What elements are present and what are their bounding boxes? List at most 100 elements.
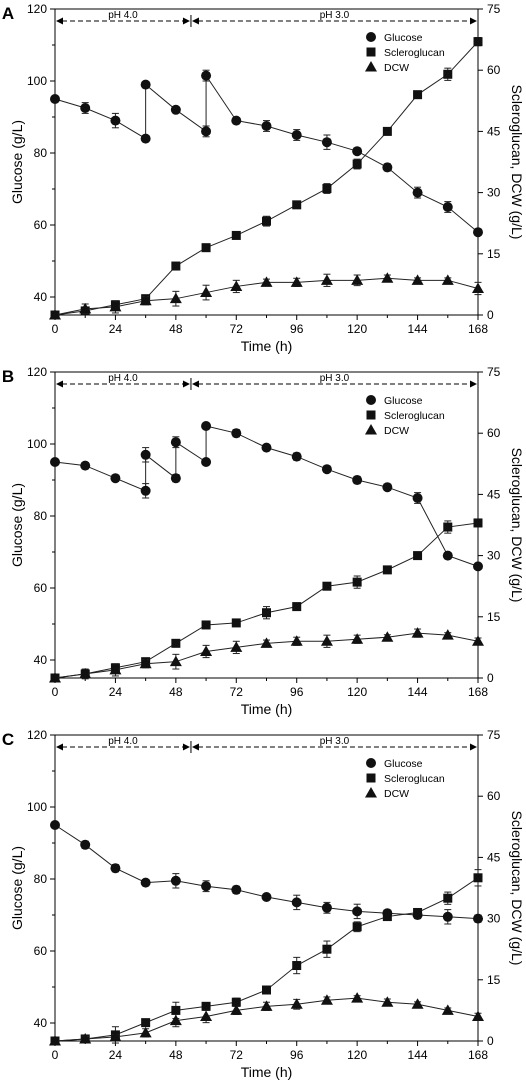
y-left-tick-label: 100 [27, 437, 47, 451]
data-point [80, 460, 91, 471]
data-point [171, 1005, 181, 1015]
data-point [169, 655, 182, 667]
data-point [412, 493, 423, 503]
data-point [170, 875, 181, 886]
x-tick-label: 0 [52, 322, 59, 336]
data-point [441, 274, 454, 285]
x-tick-label: 0 [52, 685, 59, 699]
data-point [473, 873, 483, 883]
data-point [473, 561, 483, 572]
data-point [110, 115, 121, 126]
chart-panel-b: B 0 24 48 72 96 120 144 168 40 60 80 100 120 0 15 30 45 60… [2, 365, 525, 717]
data-point [322, 581, 332, 591]
series-scleroglucan [50, 518, 483, 683]
data-point [320, 635, 333, 646]
y-right-tick-label: 0 [487, 1034, 494, 1048]
data-point [109, 1030, 122, 1042]
data-point [352, 922, 362, 932]
legend-dcw-marker-icon [365, 424, 377, 435]
x-tick-label: 168 [468, 685, 488, 699]
data-point [352, 475, 363, 485]
data-point [352, 906, 363, 917]
x-tick-label: 144 [408, 1048, 428, 1062]
arrowhead-left-icon [191, 17, 199, 25]
data-point [231, 618, 241, 628]
data-point [292, 602, 302, 612]
y-right-tick-label: 75 [487, 2, 501, 16]
legend-label: Glucose [384, 395, 423, 407]
y-right-tick-label: 75 [487, 365, 501, 379]
y-left-tick-label: 40 [34, 653, 48, 667]
y-right-tick-label: 15 [487, 610, 501, 624]
legend-dcw-marker-icon [365, 61, 377, 72]
data-point [382, 482, 393, 493]
legend-label: DCW [384, 788, 409, 800]
series-glucose [50, 421, 483, 572]
y-right-tick-label: 0 [487, 308, 494, 322]
data-point [260, 1000, 273, 1011]
data-point [262, 608, 271, 618]
y-right-axis-label: Scleroglucan, DCW (g/L) [509, 85, 525, 240]
y-left-tick-label: 100 [27, 800, 47, 814]
legend-scleroglucan-marker-icon [366, 773, 376, 783]
data-point [351, 633, 364, 644]
legend-label: Scleroglucan [384, 47, 445, 59]
y-right-tick-label: 60 [487, 789, 501, 803]
y-right-tick-label: 75 [487, 728, 501, 742]
data-point [320, 274, 333, 285]
data-point [50, 820, 60, 830]
arrowhead-left-icon [191, 380, 199, 388]
y-left-tick-label: 120 [27, 2, 47, 16]
x-tick-label: 96 [290, 1048, 304, 1062]
data-point [80, 839, 91, 850]
arrowhead-right-icon [470, 17, 477, 25]
data-point [473, 518, 483, 528]
data-point [231, 428, 242, 439]
series-line [54, 98, 146, 140]
data-point [262, 216, 271, 226]
y-right-tick-label: 30 [487, 912, 501, 926]
arrowhead-left-icon [191, 743, 199, 751]
y-left-axis-label: Glucose (g/L) [9, 846, 25, 930]
data-point [171, 638, 181, 648]
series-line [54, 522, 479, 679]
data-point [290, 998, 303, 1009]
data-point [201, 243, 211, 253]
y-left-tick-label: 120 [27, 365, 47, 379]
data-point [352, 159, 362, 169]
data-point [411, 998, 424, 1009]
arrowhead-right-icon [470, 743, 477, 751]
data-point [140, 877, 151, 888]
legend-glucose-marker-icon [366, 758, 376, 768]
data-point [413, 907, 423, 917]
x-tick-label: 120 [347, 322, 367, 336]
data-point [443, 893, 453, 903]
y-right-tick-label: 15 [487, 973, 501, 987]
data-point [352, 577, 362, 587]
data-point [291, 897, 302, 908]
data-point [292, 961, 302, 971]
data-point [231, 884, 242, 895]
x-tick-label: 96 [290, 685, 304, 699]
y-left-tick-label: 60 [34, 581, 48, 595]
series-line [145, 454, 177, 479]
y-right-tick-label: 15 [487, 247, 501, 261]
data-point [442, 911, 453, 922]
data-point [201, 1001, 211, 1011]
data-point [109, 300, 122, 312]
data-point [291, 130, 302, 140]
series-dcw [49, 627, 484, 683]
data-point [170, 473, 181, 484]
x-tick-label: 168 [468, 322, 488, 336]
data-point [230, 641, 243, 652]
data-point [381, 631, 394, 642]
x-tick-label: 96 [290, 322, 304, 336]
x-tick-label: 48 [169, 685, 183, 699]
data-point [169, 1014, 182, 1026]
data-point [292, 200, 302, 210]
x-tick-label: 72 [230, 1048, 244, 1062]
data-point [290, 276, 303, 287]
data-point [261, 442, 272, 453]
data-point [472, 282, 484, 293]
arrowhead-right-icon [182, 380, 190, 388]
